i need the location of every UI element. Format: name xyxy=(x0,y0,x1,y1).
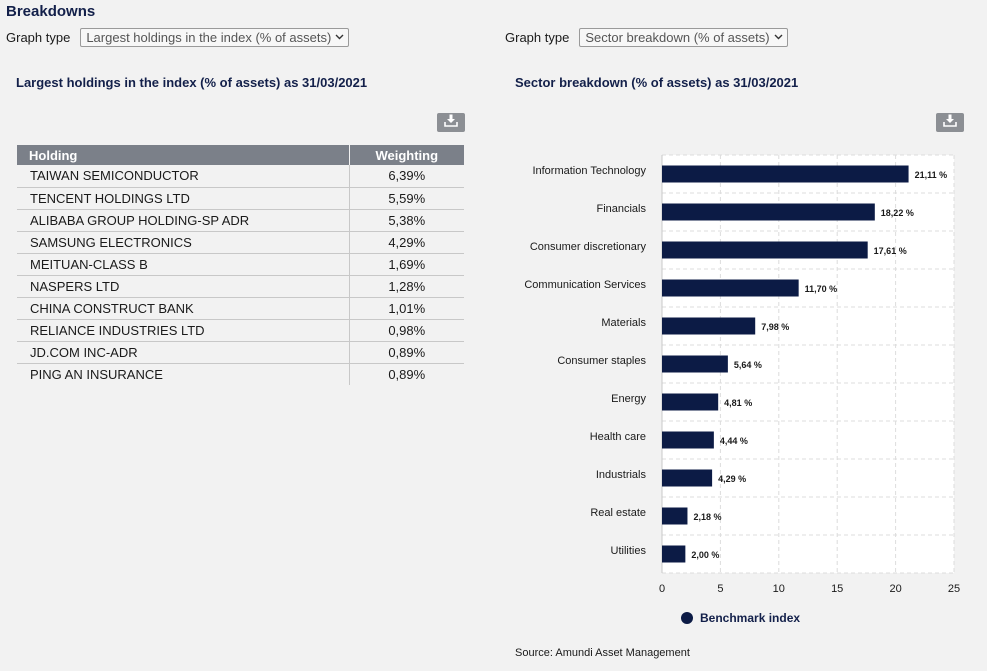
table-row: NASPERS LTD 1,28% xyxy=(17,275,464,298)
bar-data-label: 4,29 % xyxy=(718,474,746,484)
chevron-down-icon xyxy=(774,32,783,43)
table-row: PING AN INSURANCE 0,89% xyxy=(17,363,464,385)
bar xyxy=(662,203,875,221)
table-row: JD.COM INC-ADR 0,89% xyxy=(17,341,464,364)
x-tick-label: 10 xyxy=(773,583,785,595)
source-note: Source: Amundi Asset Management xyxy=(515,647,690,659)
category-label: Communication Services xyxy=(524,279,646,291)
holding-name: CHINA CONSTRUCT BANK xyxy=(17,297,349,320)
category-label: Materials xyxy=(601,317,646,329)
bar-data-label: 18,22 % xyxy=(881,208,914,218)
category-label: Industrials xyxy=(596,469,647,481)
holding-name: SAMSUNG ELECTRONICS xyxy=(17,231,349,254)
sector-graph-type-select[interactable]: Sector breakdown (% of assets) xyxy=(579,28,788,47)
category-label: Health care xyxy=(590,431,646,443)
chevron-down-icon xyxy=(335,32,344,43)
holding-weight: 5,38% xyxy=(348,209,464,232)
x-tick-label: 0 xyxy=(659,583,665,595)
table-row: ALIBABA GROUP HOLDING-SP ADR 5,38% xyxy=(17,209,464,232)
legend-label: Benchmark index xyxy=(700,611,801,625)
bar xyxy=(662,393,719,411)
category-label: Energy xyxy=(611,393,646,405)
bar-data-label: 17,61 % xyxy=(874,246,907,256)
sector-download-button[interactable] xyxy=(936,113,964,132)
x-tick-label: 5 xyxy=(717,583,723,595)
left-graph-type: Graph type Largest holdings in the index… xyxy=(6,28,350,47)
bar xyxy=(662,431,714,449)
bar xyxy=(662,507,688,525)
table-row: RELIANCE INDUSTRIES LTD 0,98% xyxy=(17,319,464,342)
category-label: Utilities xyxy=(611,545,647,557)
bar-data-label: 2,00 % xyxy=(691,550,719,560)
select-value: Largest holdings in the index (% of asse… xyxy=(86,30,332,45)
holding-weight: 1,01% xyxy=(348,297,464,320)
holding-weight: 1,69% xyxy=(348,253,464,276)
bar-data-label: 4,44 % xyxy=(720,436,748,446)
holding-weight: 0,89% xyxy=(348,341,464,364)
holding-weight: 1,28% xyxy=(348,275,464,298)
table-row: TAIWAN SEMICONDUCTOR 6,39% xyxy=(17,165,464,188)
select-value: Sector breakdown (% of assets) xyxy=(585,30,770,45)
holdings-title: Largest holdings in the index (% of asse… xyxy=(16,75,368,90)
x-tick-label: 15 xyxy=(831,583,843,595)
table-header-row: Holding Weighting xyxy=(17,145,464,165)
holding-weight: 5,59% xyxy=(348,187,464,210)
holding-name: NASPERS LTD xyxy=(17,275,349,298)
holding-name: TAIWAN SEMICONDUCTOR xyxy=(17,165,349,188)
bar-data-label: 5,64 % xyxy=(734,360,762,370)
holding-weight: 0,89% xyxy=(348,363,464,385)
bar xyxy=(662,165,909,183)
x-tick-label: 25 xyxy=(948,583,960,595)
bar-data-label: 7,98 % xyxy=(761,322,789,332)
holding-name: RELIANCE INDUSTRIES LTD xyxy=(17,319,349,342)
holding-name: TENCENT HOLDINGS LTD xyxy=(17,187,349,210)
column-header-holding: Holding xyxy=(17,145,349,165)
holding-name: ALIBABA GROUP HOLDING-SP ADR xyxy=(17,209,349,232)
download-icon xyxy=(943,114,957,132)
holdings-download-button[interactable] xyxy=(437,113,465,132)
download-icon xyxy=(444,114,458,132)
graph-type-label: Graph type xyxy=(6,30,71,45)
category-label: Real estate xyxy=(590,507,646,519)
holding-weight: 0,98% xyxy=(348,319,464,342)
holding-weight: 6,39% xyxy=(348,165,464,188)
bar-data-label: 21,11 % xyxy=(915,170,948,180)
graph-type-label: Graph type xyxy=(505,30,570,45)
bar xyxy=(662,545,686,563)
table-row: CHINA CONSTRUCT BANK 1,01% xyxy=(17,297,464,320)
right-graph-type: Graph type Sector breakdown (% of assets… xyxy=(505,28,788,47)
table-row: TENCENT HOLDINGS LTD 5,59% xyxy=(17,187,464,210)
holding-name: PING AN INSURANCE xyxy=(30,366,163,382)
x-tick-label: 20 xyxy=(889,583,901,595)
table-row: SAMSUNG ELECTRONICS 4,29% xyxy=(17,231,464,254)
bar-data-label: 4,81 % xyxy=(724,398,752,408)
holdings-graph-type-select[interactable]: Largest holdings in the index (% of asse… xyxy=(80,28,350,47)
bar xyxy=(662,469,713,487)
holding-name: MEITUAN-CLASS B xyxy=(17,253,349,276)
bar xyxy=(662,241,868,259)
holding-name: JD.COM INC-ADR xyxy=(17,341,349,364)
category-label: Consumer staples xyxy=(557,355,646,367)
holdings-table: Holding Weighting TAIWAN SEMICONDUCTOR 6,… xyxy=(17,145,464,385)
bar xyxy=(662,317,756,335)
bar xyxy=(662,279,799,297)
section-title: Breakdowns xyxy=(6,3,96,20)
bar-data-label: 11,70 % xyxy=(805,284,838,294)
chart-legend[interactable]: Benchmark index xyxy=(681,611,800,625)
holding-weight: 4,29% xyxy=(348,231,464,254)
sector-title: Sector breakdown (% of assets) as 31/03/… xyxy=(515,75,799,90)
column-header-weighting: Weighting xyxy=(348,145,464,165)
bar-data-label: 2,18 % xyxy=(693,512,721,522)
table-row: MEITUAN-CLASS B 1,69% xyxy=(17,253,464,276)
category-label: Consumer discretionary xyxy=(530,241,647,253)
category-label: Information Technology xyxy=(532,165,646,177)
legend-marker xyxy=(681,612,693,624)
category-label: Financials xyxy=(596,203,646,215)
bar xyxy=(662,355,728,373)
